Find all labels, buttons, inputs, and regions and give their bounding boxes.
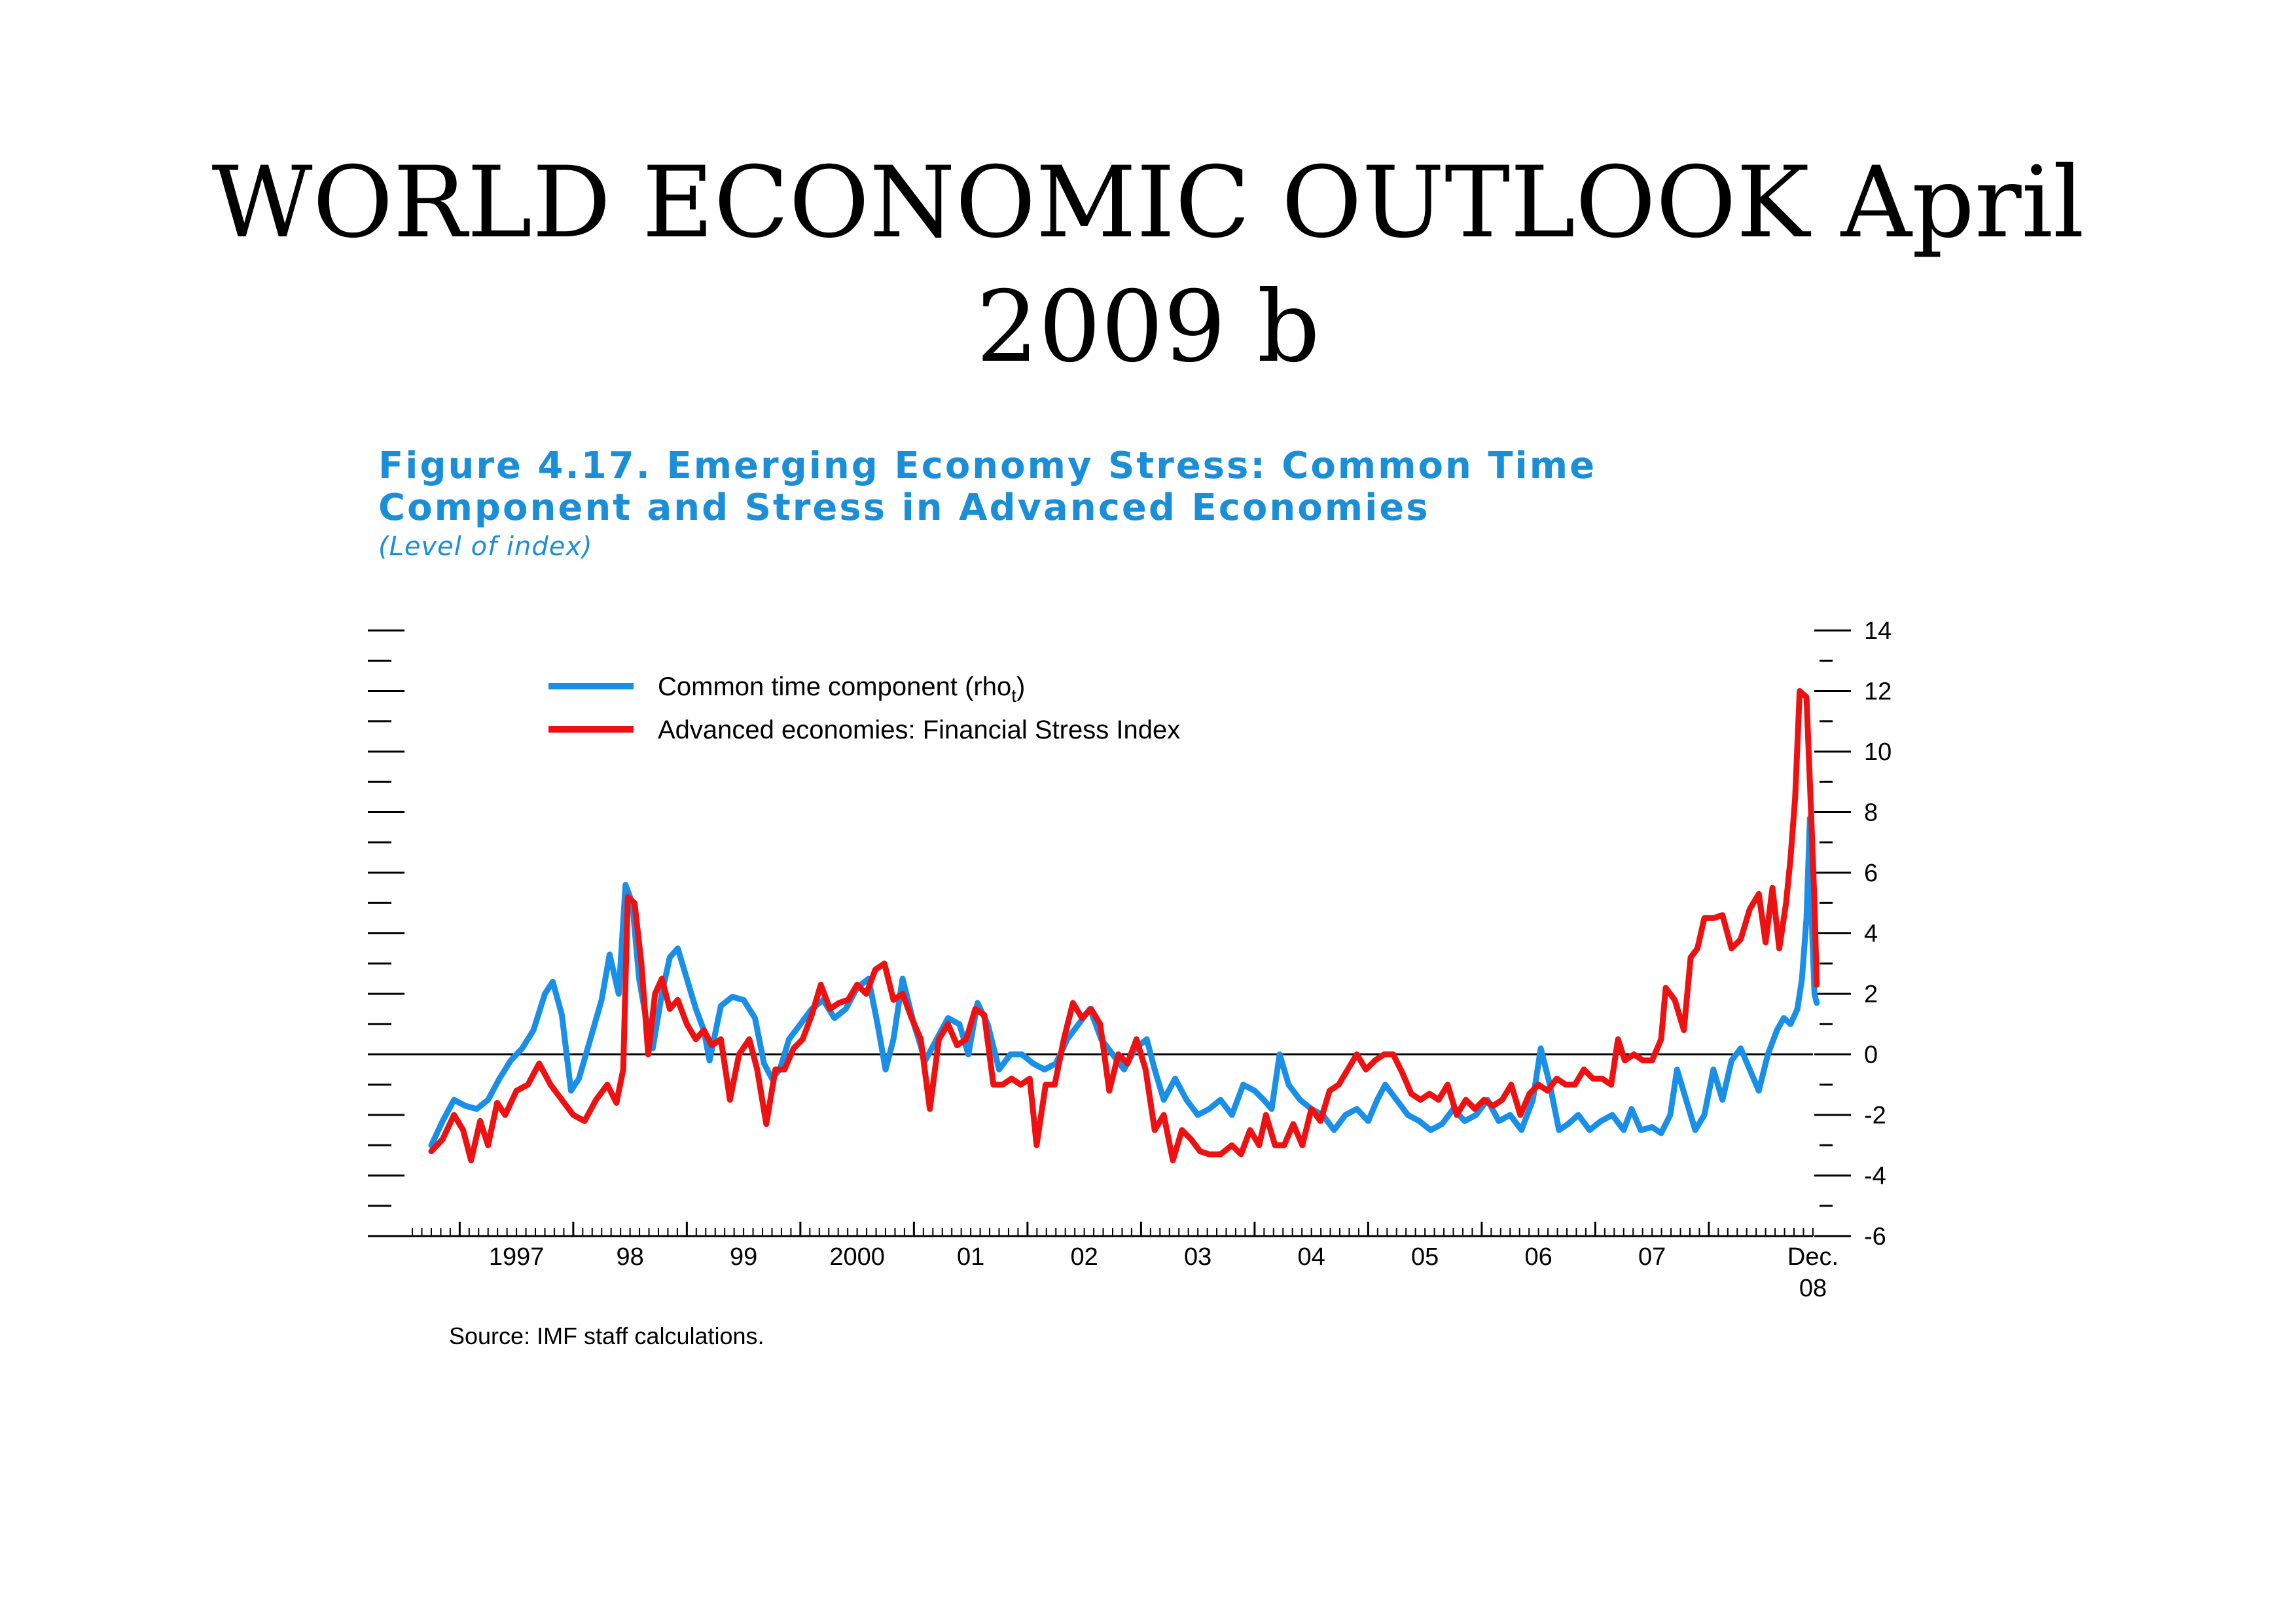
- y-tick-label: 14: [1864, 617, 1892, 645]
- left-tick-marks: [368, 629, 404, 1237]
- y-tick-label: 4: [1864, 921, 1878, 948]
- x-tick-label: Dec.: [1787, 1243, 1839, 1271]
- y-tick-label: 12: [1864, 678, 1892, 706]
- legend: Common time component (rhot) Advanced eco…: [548, 672, 1180, 744]
- series-layer: [428, 688, 1820, 1163]
- legend-label-end: ): [1016, 672, 1025, 701]
- legend-label: Common time component (rhot): [658, 672, 1025, 706]
- series-line-advanced-economies-fsi: [428, 688, 1820, 1163]
- y-tick-label: -6: [1864, 1223, 1886, 1250]
- x-axis: 1997 98 99 2000 01 02 03 04 05 06 07 Dec. 08: [373, 1222, 1839, 1302]
- slide-title-line1: WORLD ECONOMIC OUTLOOK April: [211, 146, 2085, 260]
- x-tick-label: 1997: [489, 1243, 545, 1271]
- x-tick-label: 98: [616, 1243, 643, 1271]
- source-note: Source: IMF staff calculations.: [449, 1322, 764, 1349]
- x-tick-label: 06: [1525, 1243, 1552, 1271]
- y-tick-label: 8: [1864, 799, 1878, 827]
- figure-subtitle: (Level of index): [378, 532, 593, 562]
- y-tick-label: -2: [1864, 1102, 1886, 1129]
- x-tick-label: 99: [730, 1243, 757, 1271]
- y-tick-label: 2: [1864, 981, 1878, 1008]
- slide-title-line2: 2009 b: [976, 270, 1320, 384]
- series-line-common-time-component: [428, 815, 1820, 1148]
- y-tick-label: 10: [1864, 739, 1892, 766]
- y-tick-label: 0: [1864, 1042, 1878, 1069]
- x-tick-label: 02: [1070, 1243, 1098, 1271]
- x-tick-label: 01: [957, 1243, 984, 1271]
- figure-title: Figure 4.17. Emerging Economy Stress: Co…: [378, 445, 1949, 529]
- y-tick-label: -4: [1864, 1163, 1886, 1190]
- figure-title-line2: Component and Stress in Advanced Economi…: [378, 486, 1430, 529]
- x-tick-label: 03: [1184, 1243, 1211, 1271]
- x-tick-label: 05: [1411, 1243, 1439, 1271]
- x-tick-label: 08: [1799, 1275, 1827, 1302]
- legend-label-text: Advanced economies: Financial Stress Ind…: [658, 716, 1180, 744]
- legend-label-subscript: t: [1011, 685, 1016, 706]
- legend-label-text: Common time component (rho: [658, 672, 1011, 701]
- slide-title: WORLD ECONOMIC OUTLOOK April 2009 b: [0, 141, 2296, 390]
- figure-title-line1: Figure 4.17. Emerging Economy Stress: Co…: [378, 445, 1597, 487]
- x-tick-label: 07: [1638, 1243, 1666, 1271]
- x-tick-label: 04: [1297, 1243, 1325, 1271]
- x-tick-label: 2000: [829, 1243, 885, 1271]
- y-tick-label: 6: [1864, 860, 1878, 887]
- right-y-axis: 14 12 10 8 6 4 2 0 -2 -4 -6: [1814, 617, 1892, 1250]
- legend-label: Advanced economies: Financial Stress Ind…: [658, 716, 1180, 744]
